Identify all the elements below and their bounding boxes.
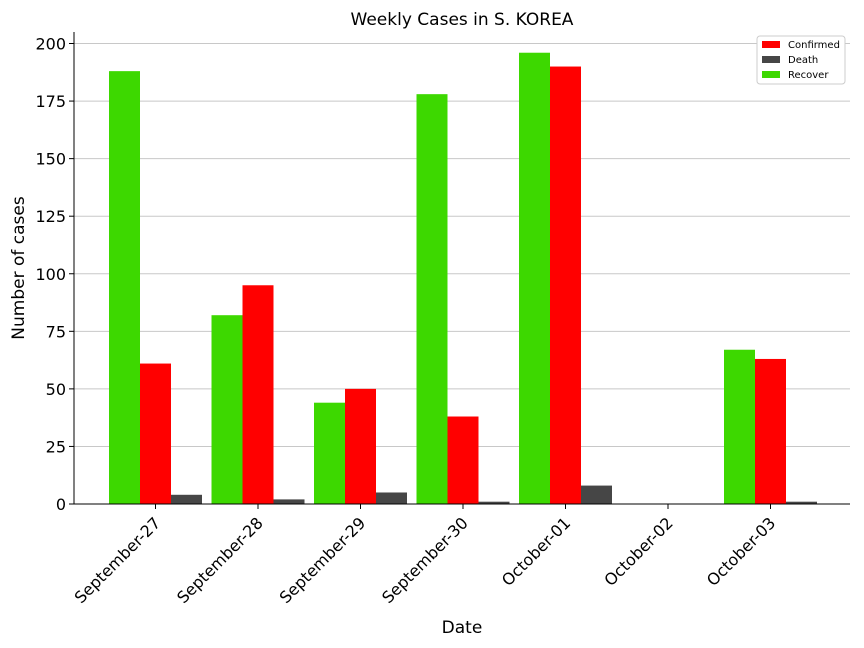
- bar-recover-october-01: [519, 52, 550, 504]
- bar-death-september-29: [376, 492, 407, 504]
- y-axis-title: Number of cases: [9, 196, 29, 340]
- axes: [73, 32, 850, 505]
- y-tick-label: 100: [35, 265, 66, 284]
- x-axis-title: Date: [442, 618, 483, 638]
- bar-recover-october-03: [724, 349, 755, 504]
- bar-confirmed-september-27: [140, 363, 171, 504]
- bar-confirmed-october-03: [755, 358, 786, 504]
- x-tick-label: October-03: [703, 513, 779, 589]
- bar-confirmed-september-30: [447, 416, 479, 504]
- x-tick-label: September-30: [378, 513, 472, 607]
- x-tick-label: September-29: [276, 513, 370, 607]
- y-ticks: 0 25 50 75 100 125 150 175 200: [35, 35, 74, 514]
- bar-death-september-28: [273, 499, 305, 504]
- bar-recover-september-28: [211, 315, 243, 504]
- bar-death-october-01: [581, 485, 612, 504]
- bar-confirmed-october-01: [550, 66, 581, 504]
- y-tick-label: 50: [46, 380, 66, 399]
- grid: [74, 43, 850, 447]
- legend-label-confirmed: Confirmed: [788, 40, 840, 51]
- x-tick-label: October-01: [498, 513, 574, 589]
- bar-recover-september-27: [109, 71, 140, 504]
- x-tick-label: September-27: [71, 513, 165, 607]
- x-ticks: September-27 September-28 September-29 Sept…: [71, 504, 779, 607]
- y-tick-label: 0: [56, 495, 66, 514]
- legend-label-recover: Recover: [788, 70, 829, 81]
- legend-swatch-death: [762, 56, 780, 63]
- legend-swatch-confirmed: [762, 41, 780, 48]
- bar-death-september-30: [478, 501, 510, 504]
- bar-death-september-27: [171, 494, 202, 504]
- y-tick-label: 25: [46, 437, 66, 456]
- y-tick-label: 150: [35, 150, 66, 169]
- chart-title: Weekly Cases in S. KOREA: [351, 10, 574, 30]
- bar-confirmed-september-28: [242, 285, 274, 504]
- bars: [109, 52, 817, 504]
- bar-recover-september-29: [314, 402, 345, 504]
- legend-swatch-recover: [762, 71, 780, 78]
- legend: Confirmed Death Recover: [756, 35, 846, 85]
- legend-label-death: Death: [788, 55, 818, 66]
- bar-death-october-03: [786, 501, 817, 504]
- y-tick-label: 200: [35, 35, 66, 54]
- bar-confirmed-september-29: [345, 388, 376, 504]
- x-tick-label: September-28: [173, 513, 267, 607]
- y-tick-label: 125: [35, 207, 66, 226]
- x-tick-label: October-02: [600, 513, 676, 589]
- bar-recover-september-30: [416, 94, 448, 504]
- y-tick-label: 175: [35, 92, 66, 111]
- y-tick-label: 75: [46, 322, 66, 341]
